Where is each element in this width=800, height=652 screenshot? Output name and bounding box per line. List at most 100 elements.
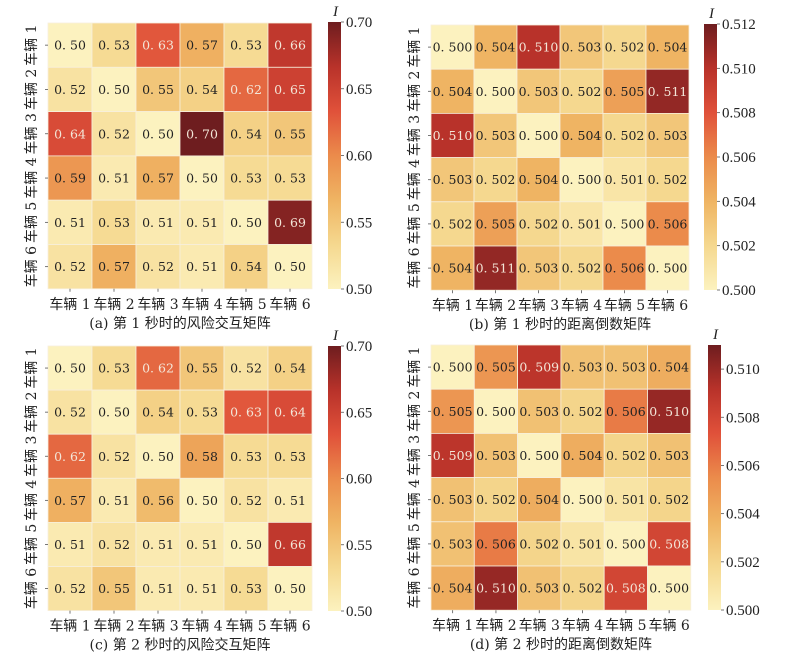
cell-value-label: 0. 500	[519, 128, 559, 143]
heatmap-cell	[267, 566, 313, 611]
cell-value-label: 0. 50	[142, 126, 174, 141]
colorbar-tick-label: 0.60	[346, 149, 372, 165]
heatmap-cell	[267, 155, 313, 201]
heatmap-cell	[47, 433, 93, 479]
heatmap-cell	[430, 344, 475, 390]
cell-value-label: 0. 505	[476, 360, 516, 375]
cell-value-label: 0. 52	[98, 537, 130, 552]
x-tick-label: 车辆 5	[604, 297, 645, 314]
cell-value-label: 0. 50	[54, 38, 86, 53]
cell-value-label: 0. 50	[186, 493, 218, 508]
cell-value-label: 0. 500	[648, 261, 688, 276]
cell-value-label: 0. 503	[519, 84, 559, 99]
cell-value-label: 0. 53	[274, 171, 306, 186]
y-tick-label: 车辆 2	[406, 391, 423, 432]
colorbar-tick-label: 0.508	[726, 410, 760, 426]
heatmap-cell	[223, 566, 269, 611]
y-tick-label: 车辆 1	[23, 347, 40, 388]
x-tick-label: 车辆 3	[519, 617, 560, 634]
colorbar-tick-label: 0.510	[726, 362, 760, 378]
cell-value-label: 0. 51	[274, 493, 306, 508]
x-tick-label: 车辆 5	[225, 296, 266, 313]
cell-value-label: 0. 502	[433, 216, 473, 231]
cell-value-label: 0. 504	[476, 40, 516, 55]
heatmap-cell	[91, 566, 137, 611]
heatmap-cell	[517, 521, 562, 567]
y-tick-label: 车辆 3	[406, 435, 423, 476]
heatmap-cell	[603, 388, 648, 434]
cell-value-label: 0. 503	[433, 536, 473, 551]
y-tick-label: 车辆 6	[23, 568, 40, 609]
cell-value-label: 0. 506	[648, 216, 688, 231]
cell-value-label: 0. 52	[142, 259, 174, 274]
heatmap-cell	[645, 201, 690, 247]
x-tick-label: 车辆 4	[181, 618, 222, 635]
heatmap-cell	[47, 389, 93, 435]
y-tick-label: 车辆 4	[23, 157, 40, 198]
heatmap-cell	[223, 522, 269, 567]
cell-value-label: 0. 502	[606, 448, 646, 463]
cell-value-label: 0. 52	[54, 581, 86, 596]
cell-value-label: 0. 62	[230, 82, 262, 97]
heatmap-cell	[473, 521, 518, 567]
heatmap-cell	[430, 432, 475, 478]
cell-value-label: 0. 501	[606, 492, 646, 507]
heatmap-cell	[603, 521, 648, 567]
cell-value-label: 0. 54	[230, 126, 262, 141]
heatmap-cell	[603, 477, 648, 523]
y-tick-label: 车辆 1	[406, 346, 423, 387]
colorbar-tick-label: 0.55	[346, 538, 372, 554]
cell-value-label: 0. 57	[98, 259, 130, 274]
heatmap-cell	[135, 155, 181, 201]
colorbar-tick-label: 0.508	[722, 106, 756, 122]
heatmap-cell	[430, 24, 475, 70]
cell-value-label: 0. 51	[142, 215, 174, 230]
heatmap-cell	[516, 113, 561, 159]
heatmap-cell	[91, 155, 137, 201]
cell-value-label: 0. 54	[186, 82, 218, 97]
cell-value-label: 0. 506	[605, 261, 645, 276]
heatmap-cell	[645, 245, 690, 291]
cell-value-label: 0. 50	[274, 259, 306, 274]
cell-value-label: 0. 51	[186, 537, 218, 552]
heatmap-cell	[267, 66, 313, 113]
heatmap-cell	[559, 245, 604, 291]
colorbar-tick-label: 0.502	[726, 555, 760, 571]
y-tick-label: 车辆 6	[23, 246, 40, 287]
x-tick-label: 车辆 3	[137, 618, 178, 635]
cell-value-label: 0. 51	[98, 493, 130, 508]
cell-value-label: 0. 50	[142, 449, 174, 464]
cell-value-label: 0. 510	[476, 581, 516, 596]
cell-value-label: 0. 59	[54, 171, 86, 186]
heatmap-cell	[223, 111, 269, 157]
cell-value-label: 0. 504	[433, 261, 473, 276]
cell-value-label: 0. 51	[142, 537, 174, 552]
heatmap-cell	[267, 345, 313, 391]
cell-value-label: 0. 511	[476, 261, 516, 276]
colorbar-tick-label: 0.504	[722, 194, 756, 210]
panel-caption: (b) 第 1 秒时的距离倒数矩阵	[469, 316, 651, 333]
heatmap-cell	[473, 432, 518, 478]
heatmap-cell	[47, 244, 93, 290]
colorbar-label: I	[332, 328, 339, 344]
cell-value-label: 0. 503	[562, 40, 602, 55]
cell-value-label: 0. 52	[54, 82, 86, 97]
heatmap-cell	[267, 244, 313, 290]
colorbar-label: I	[332, 4, 339, 20]
colorbar-tick-label: 0.500	[726, 603, 760, 619]
heatmap-cell	[560, 388, 605, 434]
heatmap-cell	[645, 24, 690, 70]
heatmap-cell	[267, 111, 313, 157]
heatmap-cell	[602, 245, 647, 291]
y-tick-label: 车辆 5	[406, 523, 423, 564]
cell-value-label: 0. 502	[648, 172, 688, 187]
heatmap-cell	[179, 433, 225, 479]
cell-value-label: 0. 70	[186, 126, 218, 141]
heatmap-cell	[47, 477, 93, 523]
colorbar-label: I	[712, 327, 719, 343]
cell-value-label: 0. 510	[433, 128, 473, 143]
cell-value-label: 0. 500	[433, 40, 473, 55]
